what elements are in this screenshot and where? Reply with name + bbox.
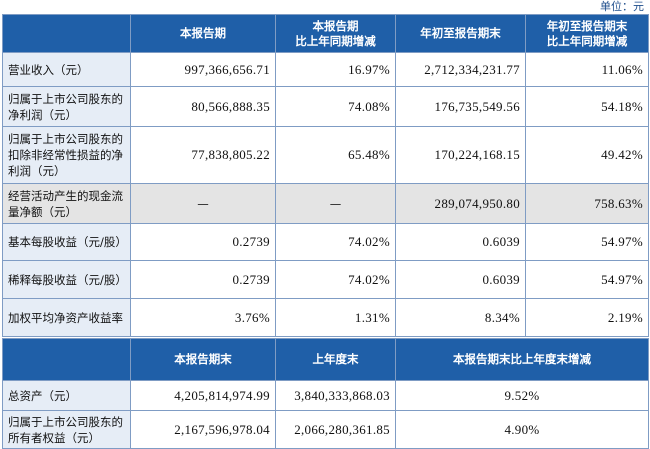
column-header: 上年度末 [275, 338, 396, 381]
cell-value: 80,566,888.35 [130, 86, 276, 127]
cell-value: 2,712,334,231.77 [395, 52, 526, 87]
column-header: 本报告期 [130, 14, 276, 53]
unit-note: 单位：元 [600, 0, 644, 13]
row-label: 总资产（元） [2, 380, 131, 411]
cell-value: 16.97% [275, 52, 396, 87]
header-row: 本报告期 本报告期 比上年同期增减 年初至报告期末 年初至报告期末 比上年同期增减 [2, 14, 649, 53]
column-header [2, 14, 131, 53]
cell-value: 3.76% [130, 298, 276, 337]
cell-value: 3,840,333,868.03 [275, 380, 396, 411]
cell-value: 0.6039 [395, 260, 526, 299]
cell-value: 0.2739 [130, 260, 276, 299]
cell-value: — [130, 183, 276, 224]
cell-value: 54.18% [525, 86, 649, 127]
cell-value: 289,074,950.80 [395, 183, 526, 224]
data-row: 归属于上市公司股东的净利润（元） 80,566,888.35 74.08% 176,7… [2, 86, 649, 127]
cell-value: 0.6039 [395, 223, 526, 261]
cell-value: 997,366,656.71 [130, 52, 276, 87]
cell-value: 4,205,814,974.99 [130, 380, 276, 411]
data-row: 营业收入（元） 997,366,656.71 16.97% 2,712,334,231… [2, 52, 649, 87]
row-label: 稀释每股收益（元/股） [2, 260, 131, 299]
header-row: 本报告期末 上年度末 本报告期末比上年度末增减 [2, 338, 649, 381]
column-header: 本报告期 比上年同期增减 [275, 14, 396, 53]
cell-value: 2,167,596,978.04 [130, 410, 276, 449]
cell-value: — [275, 183, 396, 224]
row-label: 归属于上市公司股东的净利润（元） [2, 86, 131, 127]
cell-value: 11.06% [525, 52, 649, 87]
cell-value: 74.02% [275, 260, 396, 299]
cell-value: 77,838,805.22 [130, 126, 276, 184]
data-row: 经营活动产生的现金流量净额（元） — —289,074,950.80 758.63% [2, 183, 649, 224]
data-row: 总资产（元） 4,205,814,974.99 3,840,333,868.03 9.… [2, 380, 649, 411]
data-row: 加权平均净资产收益率 3.76% 1.31% 8.34% 2.19% [2, 298, 649, 337]
results-table: 本报告期 本报告期 比上年同期增减 年初至报告期末 年初至报告期末 比上年同期增减 营业… [2, 14, 649, 337]
data-row: 归属于上市公司股东的扣除非经常性损益的净利润（元） 77,838,805.22 65… [2, 126, 649, 184]
column-header [2, 338, 131, 381]
cell-value: 8.34% [395, 298, 526, 337]
cell-value: 65.48% [275, 126, 396, 184]
cell-value: 54.97% [525, 223, 649, 261]
cell-value: 0.2739 [130, 223, 276, 261]
row-label: 营业收入（元） [2, 52, 131, 87]
row-label: 基本每股收益（元/股） [2, 223, 131, 261]
column-header: 年初至报告期末 比上年同期增减 [525, 14, 649, 53]
cell-value: 9.52% [395, 380, 649, 411]
row-label: 归属于上市公司股东的所有者权益（元） [2, 410, 131, 449]
column-header: 本报告期末 [130, 338, 276, 381]
data-row: 稀释每股收益（元/股） 0.2739 74.02% 0.6039 54.97% [2, 260, 649, 299]
cell-value: 2.19% [525, 298, 649, 337]
cell-value: 74.08% [275, 86, 396, 127]
cell-value: 176,735,549.56 [395, 86, 526, 127]
balance-table: 本报告期末 上年度末 本报告期末比上年度末增减 总资产（元） 4,205,814,974… [2, 338, 649, 449]
data-row: 归属于上市公司股东的所有者权益（元） 2,167,596,978.04 2,066,… [2, 410, 649, 449]
cell-value: 74.02% [275, 223, 396, 261]
row-label: 归属于上市公司股东的扣除非经常性损益的净利润（元） [2, 126, 131, 184]
cell-value: 1.31% [275, 298, 396, 337]
cell-value: 2,066,280,361.85 [275, 410, 396, 449]
cell-value: 4.90% [395, 410, 649, 449]
row-label: 经营活动产生的现金流量净额（元） [2, 183, 131, 224]
cell-value: 54.97% [525, 260, 649, 299]
column-header: 年初至报告期末 [395, 14, 526, 53]
row-label: 加权平均净资产收益率 [2, 298, 131, 337]
cell-value: 49.42% [525, 126, 649, 184]
column-header: 本报告期末比上年度末增减 [395, 338, 649, 381]
cell-value: 170,224,168.15 [395, 126, 526, 184]
data-row: 基本每股收益（元/股） 0.2739 74.02% 0.6039 54.97% [2, 223, 649, 261]
cell-value: 758.63% [525, 183, 649, 224]
